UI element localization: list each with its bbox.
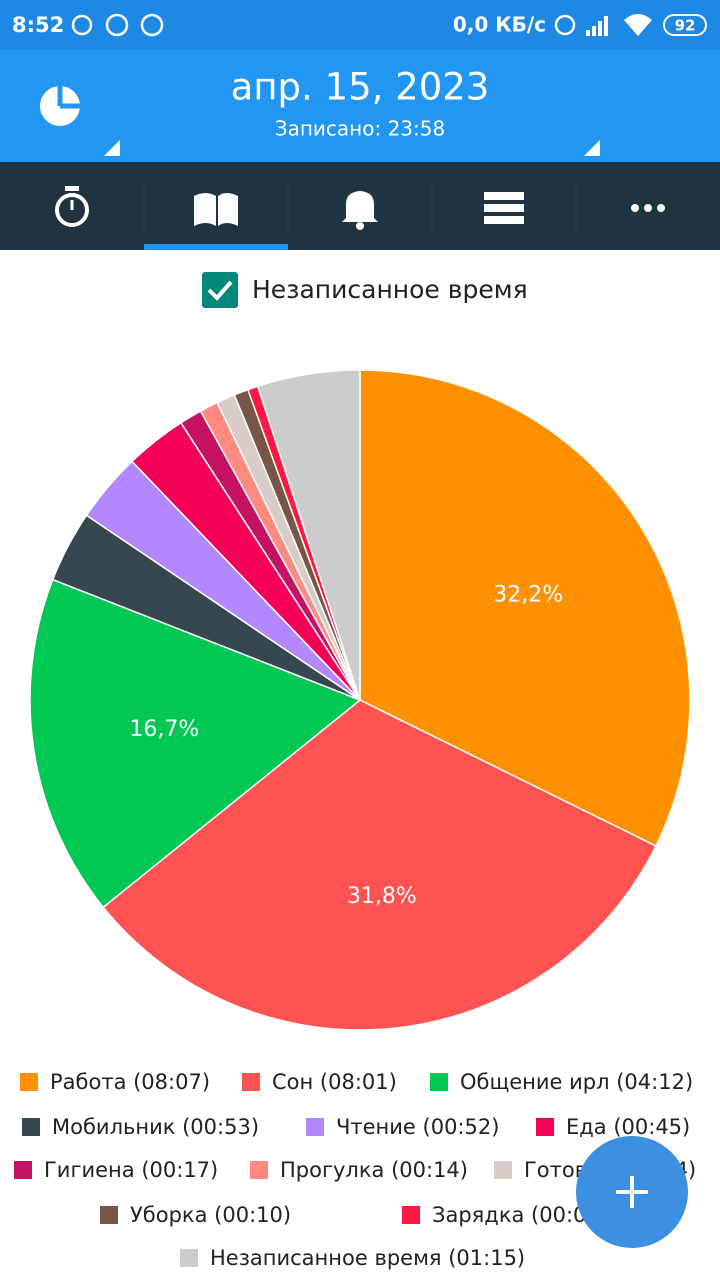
legend-swatch (430, 1073, 448, 1091)
legend-label: Мобильник (00:53) (52, 1115, 259, 1139)
status-time: 8:52 (12, 13, 64, 37)
legend-label: Незаписанное время (01:15) (210, 1246, 525, 1270)
legend-swatch (306, 1118, 324, 1136)
legend-swatch (14, 1161, 32, 1179)
slice-label: 16,7% (129, 717, 199, 742)
legend-swatch (100, 1206, 118, 1224)
legend-swatch (494, 1161, 512, 1179)
slice-label: 31,8% (347, 884, 417, 909)
legend-label: Уборка (00:10) (130, 1203, 291, 1227)
tab-more[interactable] (631, 204, 665, 212)
tab-timer[interactable] (55, 186, 89, 227)
status-icons (71, 13, 576, 37)
tab-journal[interactable] (194, 193, 238, 226)
legend-label: Гигиена (00:17) (44, 1158, 218, 1182)
status-speed: 0,0 КБ/с (453, 13, 546, 37)
pie-slice (29, 578, 362, 909)
legend-label: Прогулка (00:14) (280, 1158, 468, 1182)
legend-swatch (180, 1249, 198, 1267)
slice-label: 32,2% (493, 582, 563, 607)
legend-label: Общение ирл (04:12) (460, 1070, 693, 1094)
header-recorded: Записано: 23:58 (275, 117, 445, 141)
legend-swatch (242, 1073, 260, 1091)
battery-icon (663, 14, 707, 36)
legend-label: Сон (08:01) (272, 1070, 397, 1094)
legend-swatch (536, 1118, 554, 1136)
legend-swatch (22, 1118, 40, 1136)
dropdown-corner (104, 140, 120, 156)
legend-label: Еда (00:45) (566, 1115, 690, 1139)
pie-slice (256, 369, 361, 701)
legend-swatch (402, 1206, 420, 1224)
fab-add[interactable] (576, 1136, 688, 1248)
legend-label: Чтение (00:52) (336, 1115, 499, 1139)
pie-chart: 32,2% 31,8% 16,7% (29, 369, 691, 1031)
checkbox[interactable] (202, 272, 238, 308)
legend-swatch (250, 1161, 268, 1179)
tab-list[interactable] (484, 192, 524, 224)
battery-level: 92 (675, 17, 696, 35)
tab-indicator (144, 244, 288, 250)
legend: Работа (08:07) Сон (08:01) Общение ирл (04… (14, 1070, 696, 1270)
wifi-icon (624, 14, 652, 36)
signal-icon (586, 16, 608, 36)
app-logo[interactable] (40, 86, 80, 126)
legend-label: Работа (08:07) (50, 1070, 210, 1094)
dropdown-corner (584, 140, 600, 156)
pie-slice (359, 369, 691, 848)
header-date[interactable]: апр. 15, 2023 (231, 66, 490, 109)
legend-swatch (20, 1073, 38, 1091)
pie-slice (102, 699, 657, 1031)
checkbox-label[interactable]: Незаписанное время (252, 275, 528, 304)
tab-reminders[interactable] (342, 191, 378, 230)
